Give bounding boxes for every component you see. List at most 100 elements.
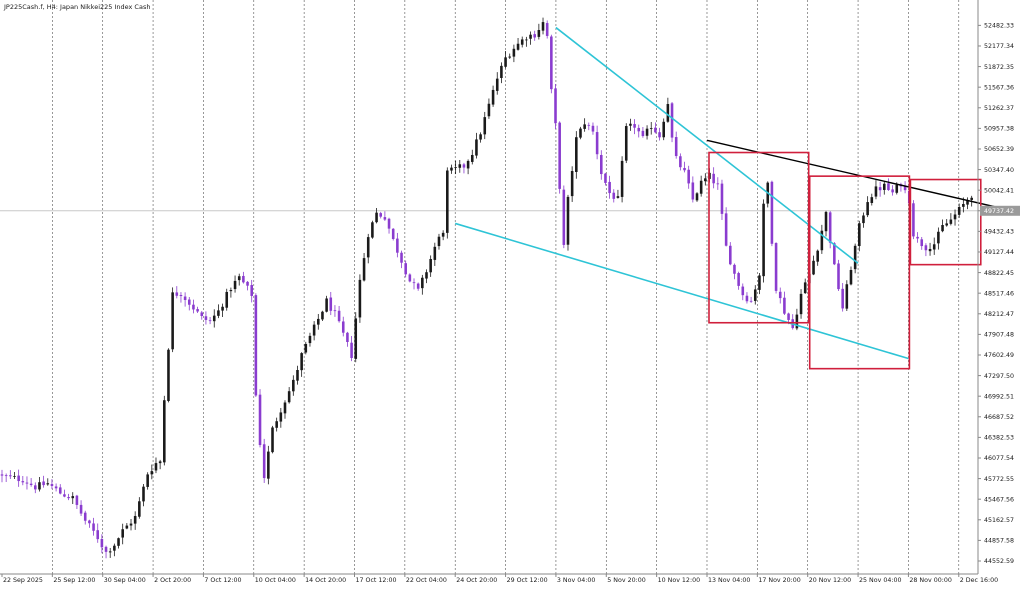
y-tick-label: 47602.49 [984, 352, 1014, 359]
candle-body [163, 400, 166, 463]
candle-body [891, 189, 894, 193]
candle-body [945, 223, 948, 226]
x-tick-label: 2 Oct 20:00 [154, 577, 191, 584]
candle-body [358, 279, 362, 318]
candle-body [487, 103, 491, 117]
candle-body [495, 78, 499, 91]
consolidation-box [708, 151, 810, 324]
candle-body [371, 222, 374, 238]
candle-body [691, 182, 695, 200]
y-tick-label: 48822.45 [984, 270, 1014, 277]
candle-body [858, 223, 861, 247]
candle-body [425, 272, 428, 279]
x-tick-label: 20 Nov 12:00 [809, 577, 851, 584]
candle-body [104, 546, 108, 552]
x-tick-label: 24 Oct 20:00 [456, 577, 497, 584]
candle-body [412, 282, 416, 284]
candle-body [437, 236, 441, 247]
y-tick-label: 48212.47 [984, 311, 1014, 318]
candle-body [550, 36, 553, 90]
candle-body [0, 474, 4, 476]
candle-body [79, 504, 83, 514]
current-price-label: 49737.42 [984, 208, 1014, 215]
x-tick-label: 2 Dec 16:00 [960, 577, 998, 584]
candle-body [774, 243, 778, 291]
candle-body [300, 353, 303, 371]
candle-body [233, 280, 237, 290]
y-tick-label: 50957.38 [984, 126, 1014, 133]
candle-body [878, 187, 882, 191]
candle-body [716, 183, 720, 185]
candle-body [42, 481, 45, 486]
candle-body [408, 274, 412, 282]
candle-body [125, 525, 129, 529]
candle-body [200, 312, 204, 317]
candle-body [271, 427, 274, 453]
y-tick-label: 46382.53 [984, 435, 1014, 442]
candle-body [292, 379, 295, 392]
x-tick-label: 10 Nov 12:00 [658, 577, 700, 584]
candle-body [966, 200, 969, 205]
candle-body [525, 39, 528, 41]
candle-body [54, 486, 58, 489]
consolidation-box [808, 175, 911, 370]
chart-title: JP225Cash.f, H4: Japan Nikkei225 Index C… [3, 3, 150, 11]
candle-body [316, 318, 320, 325]
candle-body [608, 181, 611, 194]
candle-body [183, 296, 187, 301]
x-tick-label: 29 Oct 12:00 [507, 577, 548, 584]
candle-body [812, 260, 815, 275]
candle-body [466, 160, 470, 169]
candle-body [837, 263, 840, 290]
candle-body [225, 291, 229, 308]
candle-body [117, 538, 120, 546]
x-tick-label: 25 Sep 12:00 [53, 577, 95, 584]
candle-body [695, 193, 699, 201]
candle-body [475, 139, 478, 156]
candle-body [379, 213, 383, 217]
candle-body [287, 391, 291, 403]
candle-body [699, 180, 703, 194]
candle-body [579, 128, 582, 138]
candle-body [799, 293, 803, 315]
y-tick-label: 51262.37 [984, 105, 1014, 112]
y-tick-label: 49432.43 [984, 229, 1014, 236]
candle-body [421, 277, 424, 289]
candle-body [100, 539, 104, 548]
candle-body [196, 309, 199, 312]
candle-body [17, 475, 20, 482]
candle-body [242, 275, 245, 283]
candle-body [924, 245, 928, 251]
candle-body [212, 315, 216, 322]
current-price-marker [980, 205, 1020, 216]
candle-body [75, 495, 79, 505]
candle-body [187, 299, 191, 305]
candle-body [341, 321, 345, 333]
candle-body [937, 231, 940, 244]
candle-body [941, 225, 944, 232]
candle-body [558, 122, 561, 189]
candle-body [845, 284, 849, 309]
candle-body [92, 523, 95, 531]
candle-body [71, 496, 75, 499]
candle-body [237, 276, 241, 281]
candle-body [400, 252, 403, 263]
candle-body [179, 294, 183, 297]
candle-body [446, 170, 449, 233]
y-tick-label: 49127.44 [984, 249, 1014, 256]
y-tick-label: 44552.59 [984, 558, 1014, 565]
candle-body [312, 324, 316, 336]
candle-body [96, 530, 100, 540]
candle-body [737, 273, 740, 286]
candle-body [787, 313, 790, 320]
y-tick-label: 48517.46 [984, 290, 1014, 297]
candle-body [458, 164, 462, 168]
candle-body [533, 34, 536, 38]
candle-body [50, 484, 54, 486]
candle-body [649, 128, 653, 130]
candle-body [912, 203, 915, 237]
candle-body [483, 117, 487, 135]
candle-body [250, 285, 253, 296]
candle-body [171, 292, 174, 350]
